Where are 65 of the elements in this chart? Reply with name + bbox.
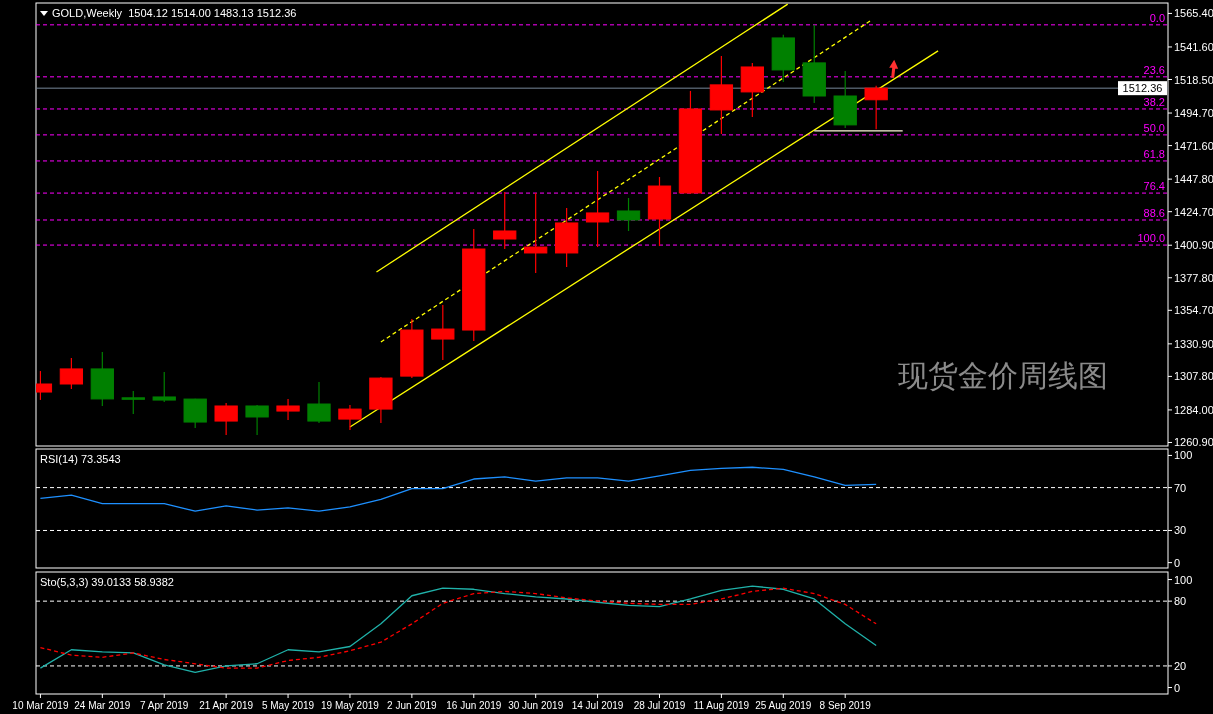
x-tick-label: 30 Jun 2019 bbox=[508, 700, 564, 711]
candlestick bbox=[585, 170, 610, 248]
y-tick-label: 1447.80 bbox=[1174, 173, 1213, 186]
y-tick-label: 1400.90 bbox=[1174, 239, 1213, 252]
y-tick-label: 100 bbox=[1174, 573, 1193, 586]
candlestick bbox=[276, 398, 300, 421]
x-tick-label: 28 Jul 2019 bbox=[633, 700, 686, 711]
candlestick bbox=[338, 404, 362, 431]
candlestick bbox=[152, 371, 176, 403]
line-series bbox=[39, 466, 877, 512]
annotation: 61.8 bbox=[1143, 147, 1165, 160]
y-tick-label: 0 bbox=[1174, 556, 1181, 569]
y-tick-label: 1471.60 bbox=[1174, 139, 1213, 152]
x-tick-label: 11 Aug 2019 bbox=[693, 700, 750, 711]
y-tick-label: 1260.90 bbox=[1174, 436, 1213, 449]
annotation: 23.6 bbox=[1143, 63, 1165, 76]
candlestick bbox=[616, 197, 641, 232]
chart-title: RSI(14) 73.3543 bbox=[40, 453, 121, 465]
candlestick bbox=[183, 398, 207, 429]
x-tick-label: 19 May 2019 bbox=[321, 700, 380, 711]
candlestick bbox=[121, 390, 145, 415]
candlestick bbox=[307, 381, 331, 424]
y-tick-label: 1494.70 bbox=[1174, 107, 1213, 120]
y-tick-label: 20 bbox=[1174, 659, 1187, 672]
x-tick-label: 16 Jun 2019 bbox=[446, 700, 502, 711]
chart-title: Sto(5,3,3) 39.0133 58.9382 bbox=[40, 576, 174, 588]
x-tick-label: 7 Apr 2019 bbox=[140, 700, 189, 711]
candlestick bbox=[245, 404, 269, 436]
x-tick-label: 8 Sep 2019 bbox=[819, 700, 872, 711]
candlestick bbox=[493, 191, 517, 250]
candlestick bbox=[864, 85, 888, 130]
y-tick-label: 30 bbox=[1174, 524, 1187, 537]
annotation: 100.0 bbox=[1137, 232, 1165, 245]
candlestick bbox=[59, 357, 84, 390]
x-tick-label: 25 Aug 2019 bbox=[755, 700, 812, 711]
y-tick-label: 1541.60 bbox=[1174, 40, 1213, 53]
ref-line-label: 1512.36 bbox=[1122, 82, 1163, 95]
y-tick-label: 0 bbox=[1174, 681, 1181, 694]
y-tick-label: 70 bbox=[1174, 481, 1187, 494]
x-tick-label: 5 May 2019 bbox=[261, 700, 315, 711]
candlestick bbox=[524, 192, 548, 274]
y-tick-label: 1518.50 bbox=[1174, 73, 1213, 86]
y-tick-label: 1284.00 bbox=[1174, 403, 1213, 416]
y-tick-label: 1307.80 bbox=[1174, 370, 1213, 383]
y-tick-label: 1354.70 bbox=[1174, 304, 1213, 317]
x-tick-label: 10 Mar 2019 bbox=[12, 700, 69, 711]
y-tick-label: 1377.80 bbox=[1174, 271, 1213, 284]
x-tick-label: 24 Mar 2019 bbox=[74, 700, 131, 711]
annotation: 38.2 bbox=[1143, 95, 1165, 108]
annotation: 50.0 bbox=[1143, 121, 1165, 134]
y-tick-label: 80 bbox=[1174, 595, 1187, 608]
y-tick-label: 100 bbox=[1174, 449, 1193, 462]
y-tick-label: 1565.40 bbox=[1174, 7, 1213, 20]
x-tick-label: 14 Jul 2019 bbox=[571, 700, 624, 711]
chart-title: GOLD,Weekly 1504.12 1514.00 1483.13 1512.36 bbox=[52, 7, 297, 19]
annotation: 0.0 bbox=[1149, 11, 1165, 24]
x-tick-label: 2 Jun 2019 bbox=[387, 700, 438, 711]
candlestick bbox=[214, 402, 238, 436]
candlestick bbox=[431, 304, 455, 361]
y-tick-label: 1424.70 bbox=[1174, 205, 1213, 218]
annotation: 现货金价周线图 bbox=[898, 358, 1108, 394]
annotation: 88.6 bbox=[1143, 206, 1165, 219]
y-tick-label: 1330.90 bbox=[1174, 337, 1213, 350]
annotation: 76.4 bbox=[1143, 180, 1165, 193]
x-tick-label: 21 Apr 2019 bbox=[199, 700, 254, 711]
